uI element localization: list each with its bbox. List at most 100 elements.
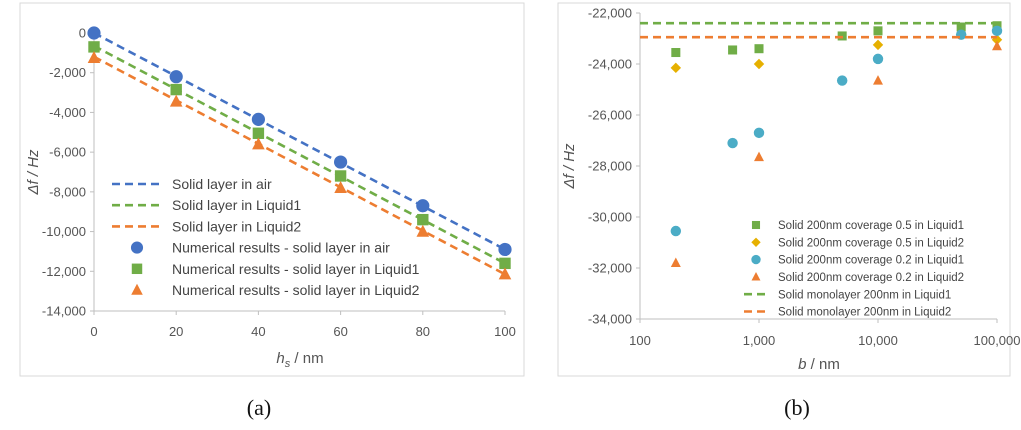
legend-swatch-marker	[131, 283, 143, 295]
legend-swatch-marker	[751, 220, 761, 230]
x-axis-label-unit: / nm	[290, 350, 323, 367]
y-tick-label: -22,000	[588, 6, 632, 21]
series-1	[671, 21, 1002, 58]
x-tick-label: 80	[416, 324, 430, 339]
y-tick-label: -26,000	[588, 108, 632, 123]
data-point	[670, 257, 681, 267]
series-5	[88, 41, 511, 270]
legend: Solid layer in air Solid layer in Liquid1…	[112, 176, 420, 298]
data-point	[754, 44, 764, 54]
data-point	[728, 45, 738, 55]
legend-swatch-marker	[131, 263, 143, 275]
data-point	[169, 94, 183, 107]
legend-label: Solid 200nm coverage 0.5 in Liquid1	[778, 220, 964, 232]
y-tick-label: -12,000	[42, 264, 86, 279]
series-3	[670, 25, 1003, 237]
data-point	[334, 155, 348, 169]
data-point	[334, 181, 347, 194]
x-axis-label-subscript: s	[285, 358, 291, 370]
series-line	[93, 31, 506, 251]
data-point	[417, 213, 429, 226]
x-tick-label: 100,000	[974, 333, 1021, 348]
series-6	[87, 50, 512, 280]
legend: Solid 200nm coverage 0.5 in Liquid1 Solid…	[744, 220, 964, 319]
series-4	[87, 26, 512, 257]
chart-frame	[557, 2, 1011, 377]
data-point	[88, 41, 100, 53]
legend-label: Numerical results - solid layer in air	[172, 240, 390, 256]
x-tick-label: 10,000	[858, 333, 898, 348]
chart-panel-b: -22,000 -24,000 -26,000 -28,000 -30,000 -32,0…	[557, 2, 1021, 377]
legend-label: Solid layer in Liquid2	[172, 218, 301, 234]
data-point	[754, 151, 764, 162]
series-1	[93, 31, 506, 251]
data-point	[727, 137, 738, 149]
data-point	[499, 257, 511, 270]
data-point	[170, 83, 182, 96]
data-point	[498, 242, 512, 257]
legend-label: Solid 200nm coverage 0.5 in Liquid2	[778, 237, 964, 249]
x-tick-label: 100	[629, 333, 651, 348]
data-point	[87, 26, 101, 40]
legend-swatch-marker	[751, 237, 761, 247]
y-tick-label: -24,000	[588, 57, 632, 72]
data-point	[252, 127, 265, 139]
data-point	[872, 39, 884, 51]
chart-frame	[19, 2, 525, 377]
y-tick-label: -6,000	[49, 145, 86, 160]
x-tick-label: 1,000	[743, 333, 776, 348]
data-point	[753, 58, 765, 70]
y-tick-label: -34,000	[588, 312, 632, 327]
data-point	[334, 170, 347, 182]
data-point	[670, 225, 682, 237]
data-point	[873, 26, 883, 36]
legend-label: Solid 200nm coverage 0.2 in Liquid1	[778, 255, 964, 267]
data-point	[251, 112, 265, 126]
y-tick-label: -14,000	[42, 304, 86, 319]
panel-b-label: (b)	[784, 395, 810, 420]
data-point	[169, 70, 183, 84]
data-point	[992, 40, 1002, 51]
data-point	[671, 48, 681, 58]
data-point	[836, 75, 848, 86]
series-4	[670, 40, 1002, 267]
data-point	[670, 62, 682, 74]
legend-label: Numerical results - solid layer in Liqui…	[172, 282, 420, 298]
x-axis-label: hs / nm	[276, 350, 323, 370]
x-tick-label: 20	[169, 324, 183, 339]
legend-label: Solid 200nm coverage 0.2 in Liquid2	[778, 272, 964, 284]
y-tick-label: -28,000	[588, 159, 632, 174]
legend-swatch-marker	[751, 272, 761, 281]
legend-label: Numerical results - solid layer in Liqui…	[172, 261, 420, 277]
data-point	[416, 224, 430, 237]
y-tick-label: -32,000	[588, 261, 632, 276]
x-tick-label: 60	[333, 324, 347, 339]
data-point	[252, 137, 265, 150]
data-point	[753, 127, 765, 139]
y-tick-label: -8,000	[49, 184, 86, 199]
data-point	[498, 267, 512, 280]
y-tick-label: -2,000	[49, 65, 86, 80]
x-axis-label-unit: / nm	[807, 356, 840, 373]
legend-label: Solid layer in air	[172, 176, 272, 192]
data-point	[956, 22, 966, 32]
data-point	[991, 34, 1003, 45]
panel-a-label: (a)	[246, 395, 272, 420]
y-tick-label: -10,000	[42, 224, 86, 239]
y-tick-label: -4,000	[49, 105, 86, 120]
data-point	[872, 53, 884, 65]
data-point	[873, 75, 883, 85]
x-axis-label-variable: b	[798, 356, 806, 373]
data-point	[416, 199, 430, 213]
x-tick-label: 0	[90, 324, 97, 339]
y-tick-label: 0	[79, 26, 86, 41]
legend-label: Solid monolayer 200nm in Liquid2	[778, 307, 951, 319]
x-axis-label: b / nm	[798, 356, 840, 373]
x-axis-label-variable: h	[276, 350, 284, 367]
data-point	[991, 25, 1003, 37]
y-tick-label: -30,000	[588, 210, 632, 225]
x-tick-label: 40	[251, 324, 265, 339]
series-2	[670, 34, 1003, 74]
